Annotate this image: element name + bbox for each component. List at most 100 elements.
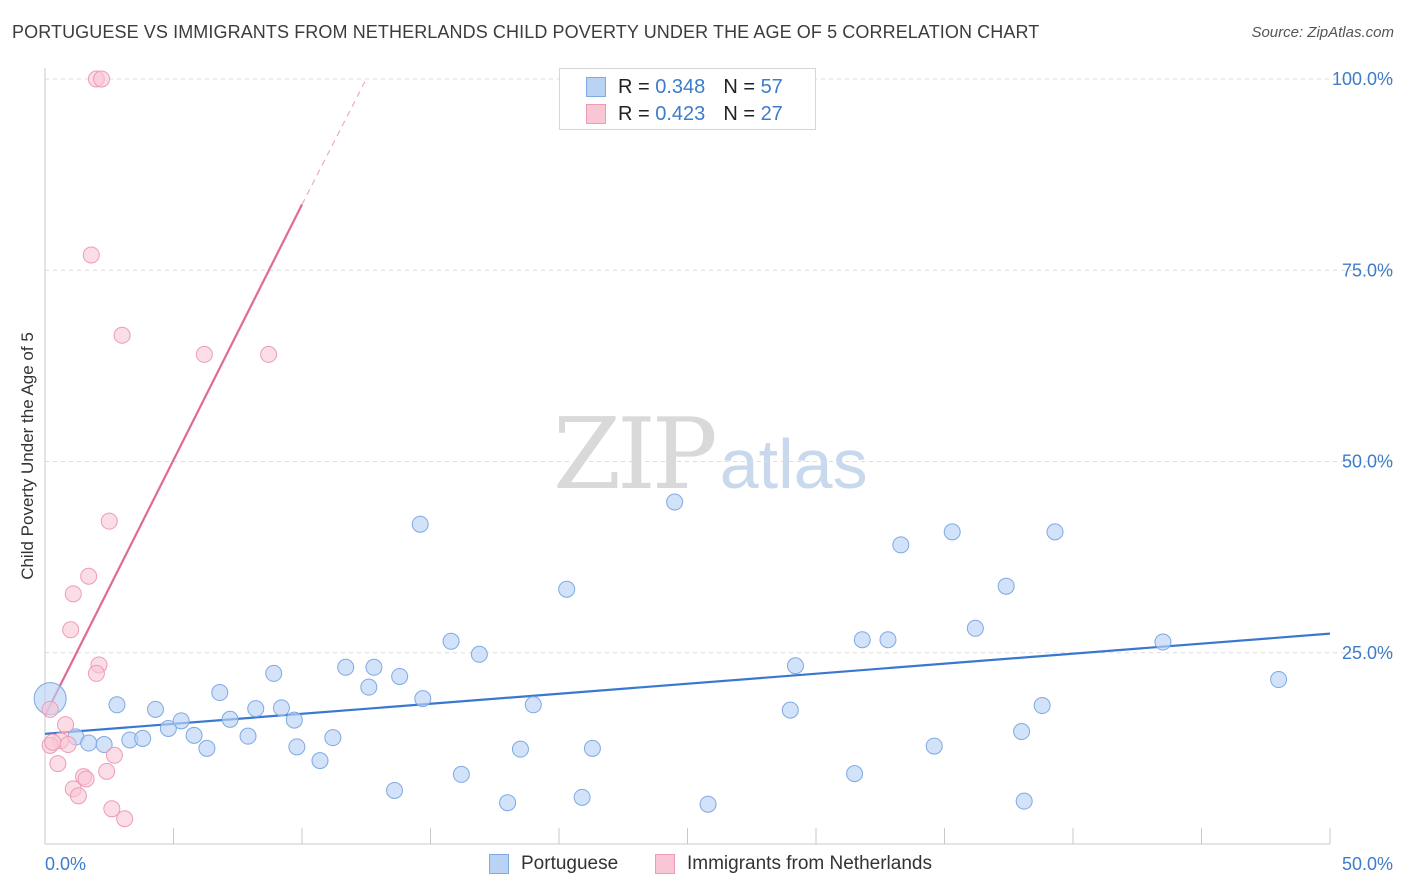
- correlation-legend: R = 0.348 N = 57 R = 0.423 N = 27: [559, 68, 816, 130]
- legend-r-value: 0.423: [655, 102, 706, 125]
- bottom-legend-netherlands: Immigrants from Netherlands: [655, 851, 932, 877]
- legend-n-value: 27: [760, 102, 783, 125]
- point-portuguese: [524, 696, 542, 714]
- point-netherlands: [100, 512, 118, 530]
- point-portuguese: [211, 684, 229, 702]
- point-portuguese: [272, 699, 290, 717]
- trendline-netherlands: [44, 203, 303, 716]
- point-netherlands: [98, 762, 116, 780]
- point-netherlands: [57, 716, 75, 734]
- point-portuguese: [699, 795, 717, 813]
- point-portuguese: [198, 739, 216, 757]
- point-netherlands: [80, 567, 98, 585]
- point-portuguese: [221, 710, 239, 728]
- legend-row-portuguese: R = 0.348 N = 57: [586, 75, 783, 99]
- point-portuguese: [892, 536, 910, 554]
- x-tick-label: 50.0%: [1342, 854, 1393, 874]
- bottom-legend-swatch-pink: [655, 854, 675, 874]
- point-netherlands: [59, 736, 77, 754]
- bottom-legend-label: Portuguese: [521, 853, 619, 874]
- point-portuguese: [360, 678, 378, 696]
- point-portuguese: [108, 696, 126, 714]
- point-portuguese: [80, 734, 98, 752]
- point-portuguese: [337, 658, 355, 676]
- point-netherlands: [77, 770, 95, 788]
- legend-n-value: 57: [760, 75, 783, 98]
- tick-labels: 25.0% 50.0% 75.0% 100.0% 0.0% 50.0%: [45, 69, 1393, 874]
- y-tick-label: 75.0%: [1342, 260, 1393, 280]
- data-points: [33, 70, 1288, 828]
- point-portuguese: [414, 690, 432, 708]
- point-portuguese: [846, 765, 864, 783]
- point-portuguese: [925, 737, 943, 755]
- legend-swatch-pink: [586, 104, 606, 124]
- point-portuguese: [573, 788, 591, 806]
- watermark: ZIPatlas: [553, 398, 868, 512]
- y-tick-label: 25.0%: [1342, 643, 1393, 663]
- trendline-portuguese: [44, 632, 1331, 735]
- point-portuguese: [1015, 792, 1033, 810]
- y-tick-label: 100.0%: [1332, 69, 1393, 89]
- bottom-legend-label: Immigrants from Netherlands: [687, 853, 932, 874]
- point-netherlands: [44, 733, 62, 751]
- point-portuguese: [966, 619, 984, 637]
- point-portuguese: [247, 700, 265, 718]
- point-netherlands: [41, 700, 59, 718]
- point-netherlands: [103, 800, 121, 818]
- axes: [44, 68, 1331, 845]
- x-tick-label: 0.0%: [45, 854, 86, 874]
- point-portuguese: [311, 752, 329, 770]
- legend-swatch-blue: [586, 77, 606, 97]
- grid-lines: [45, 78, 1393, 654]
- legend-r-label: R =: [618, 75, 650, 98]
- point-portuguese: [442, 632, 460, 650]
- point-portuguese: [781, 701, 799, 719]
- point-portuguese: [452, 765, 470, 783]
- point-netherlands: [195, 345, 213, 363]
- point-netherlands: [82, 246, 100, 264]
- point-portuguese: [1270, 671, 1288, 689]
- point-portuguese: [411, 515, 429, 533]
- point-portuguese: [997, 577, 1015, 595]
- point-portuguese: [95, 736, 113, 754]
- point-netherlands: [93, 70, 111, 88]
- y-tick-label: 50.0%: [1342, 452, 1393, 472]
- point-portuguese: [391, 667, 409, 685]
- chart-title: PORTUGUESE VS IMMIGRANTS FROM NETHERLAND…: [12, 22, 1040, 42]
- legend-r-label: R =: [618, 102, 650, 125]
- point-portuguese: [499, 794, 517, 812]
- point-portuguese: [666, 493, 684, 511]
- point-portuguese: [159, 719, 177, 737]
- point-portuguese: [558, 580, 576, 598]
- trend-lines: [44, 78, 1331, 735]
- point-portuguese: [147, 700, 165, 718]
- point-portuguese: [134, 729, 152, 747]
- point-portuguese: [470, 645, 488, 663]
- watermark-zip: ZIP: [553, 398, 718, 512]
- bottom-legend-portuguese: Portuguese: [489, 851, 618, 877]
- point-portuguese: [1033, 697, 1051, 715]
- point-portuguese: [786, 657, 804, 675]
- point-portuguese: [324, 729, 342, 747]
- point-portuguese: [853, 631, 871, 649]
- legend-r-value: 0.348: [655, 75, 706, 98]
- point-netherlands: [113, 326, 131, 344]
- watermark-atlas: atlas: [719, 425, 868, 503]
- chart-source: Source: ZipAtlas.com: [1251, 24, 1394, 41]
- point-portuguese: [172, 712, 190, 730]
- point-portuguese: [1154, 633, 1172, 651]
- point-portuguese: [943, 523, 961, 541]
- point-netherlands: [69, 787, 87, 805]
- point-portuguese: [1013, 723, 1031, 741]
- point-portuguese: [288, 738, 306, 756]
- point-portuguese: [1046, 523, 1064, 541]
- point-portuguese: [185, 726, 203, 744]
- point-portuguese: [511, 740, 529, 758]
- point-portuguese: [265, 664, 283, 682]
- point-netherlands: [87, 664, 105, 682]
- point-netherlands: [62, 621, 80, 639]
- point-netherlands: [105, 746, 123, 764]
- legend-n-label: N =: [723, 75, 755, 98]
- point-portuguese: [365, 658, 383, 676]
